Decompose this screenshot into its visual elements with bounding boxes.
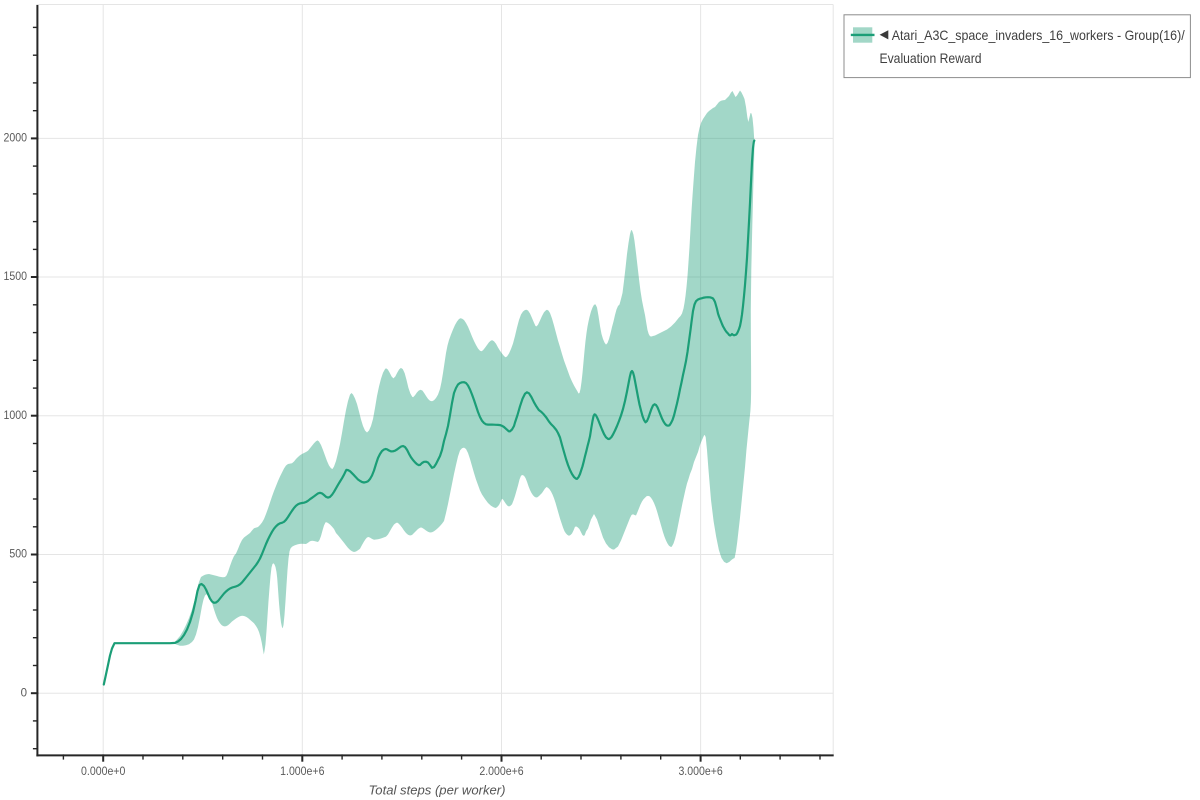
svg-text:2.000e+6: 2.000e+6 xyxy=(479,766,523,778)
svg-text:1500: 1500 xyxy=(4,271,28,283)
svg-text:Atari_A3C_space_invaders_16_wo: Atari_A3C_space_invaders_16_workers - Gr… xyxy=(892,27,1185,43)
svg-text:Evaluation Reward: Evaluation Reward xyxy=(880,50,982,66)
svg-text:2000: 2000 xyxy=(4,133,28,145)
svg-text:0.000e+0: 0.000e+0 xyxy=(81,766,125,778)
svg-text:500: 500 xyxy=(9,549,27,561)
svg-text:0: 0 xyxy=(21,687,27,699)
svg-text:1.000e+6: 1.000e+6 xyxy=(280,766,324,778)
svg-text:Total steps (per worker): Total steps (per worker) xyxy=(369,783,506,797)
svg-text:3.000e+6: 3.000e+6 xyxy=(678,766,722,778)
svg-text:1000: 1000 xyxy=(4,410,28,422)
